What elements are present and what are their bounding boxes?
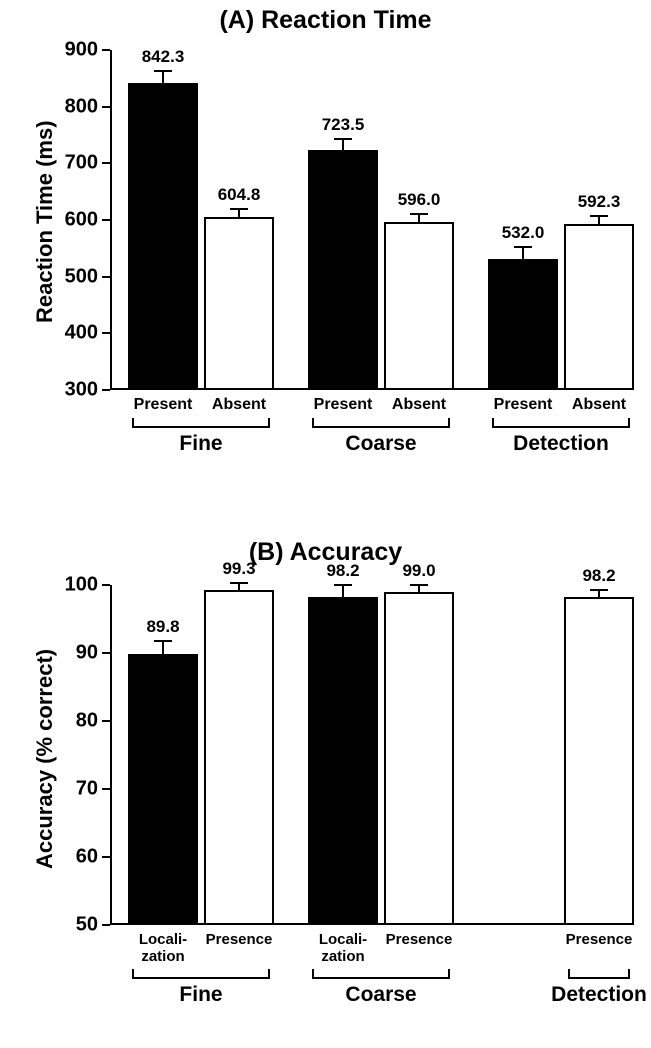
panelA-y-tick-label: 600 bbox=[65, 209, 110, 232]
panel-b-y-axis bbox=[110, 585, 112, 925]
panelB-group-bracket bbox=[568, 969, 630, 979]
panelB-sub-label-line2: zation bbox=[139, 948, 187, 965]
panelB-bar-value-label: 89.8 bbox=[146, 617, 179, 637]
panelB-bar bbox=[564, 597, 634, 925]
panelB-error-stem bbox=[342, 585, 344, 597]
panel-a: (A) Reaction Time 3004005006007008009008… bbox=[0, 0, 651, 510]
panelA-error-stem bbox=[598, 216, 600, 225]
panelA-error-stem bbox=[522, 247, 524, 258]
panelA-y-tick-label: 800 bbox=[65, 95, 110, 118]
panelA-bar-value-label: 532.0 bbox=[502, 223, 545, 243]
panelA-error-cap bbox=[154, 70, 172, 72]
panelA-bar bbox=[488, 259, 558, 390]
panel-a-plot-area: 300400500600700800900842.3Present604.8Ab… bbox=[110, 50, 615, 390]
panelA-y-tick-label: 500 bbox=[65, 265, 110, 288]
panelB-y-tick-label: 80 bbox=[76, 710, 110, 733]
panelA-bar-value-label: 723.5 bbox=[322, 115, 365, 135]
panelB-bar-value-label: 98.2 bbox=[582, 566, 615, 586]
panelA-bar-value-label: 842.3 bbox=[142, 47, 185, 67]
panelA-bar bbox=[308, 150, 378, 390]
panelA-sub-label: Absent bbox=[212, 396, 266, 414]
panelA-bar bbox=[564, 224, 634, 390]
panelB-sub-label-line2: zation bbox=[319, 948, 367, 965]
panelA-error-cap bbox=[590, 215, 608, 217]
panelB-error-stem bbox=[238, 583, 240, 590]
panelB-sub-label: Presence bbox=[386, 931, 453, 948]
panelA-error-cap bbox=[514, 246, 532, 248]
panelB-sub-label: Locali-zation bbox=[139, 931, 187, 965]
panelB-bar bbox=[204, 590, 274, 925]
panelA-group-label: Coarse bbox=[345, 432, 416, 456]
panelA-group-label: Fine bbox=[179, 432, 222, 456]
panelB-error-cap bbox=[334, 584, 352, 586]
panelB-error-cap bbox=[410, 584, 428, 586]
panelA-y-tick-label: 400 bbox=[65, 322, 110, 345]
panelB-bar-value-label: 98.2 bbox=[326, 561, 359, 581]
panelB-y-tick-label: 50 bbox=[76, 914, 110, 937]
panelB-group-label: Detection bbox=[551, 983, 647, 1007]
panelB-sub-label: Locali-zation bbox=[319, 931, 367, 965]
panelA-group-bracket bbox=[312, 418, 450, 428]
panelA-y-tick-label: 900 bbox=[65, 39, 110, 62]
figure: (A) Reaction Time 3004005006007008009008… bbox=[0, 0, 651, 1048]
panelB-error-stem bbox=[598, 590, 600, 597]
panelB-bar-value-label: 99.3 bbox=[222, 559, 255, 579]
panelA-y-tick-label: 700 bbox=[65, 152, 110, 175]
panelB-sub-label-line1: Locali- bbox=[139, 931, 187, 948]
panelB-sub-label: Presence bbox=[566, 931, 633, 948]
panelB-y-tick-label: 100 bbox=[65, 574, 110, 597]
panelB-y-tick-label: 60 bbox=[76, 846, 110, 869]
panelB-y-tick-label: 70 bbox=[76, 778, 110, 801]
panelA-error-stem bbox=[162, 71, 164, 82]
panelB-sub-label-line1: Presence bbox=[566, 931, 633, 948]
panelA-error-stem bbox=[238, 209, 240, 218]
panelB-bar bbox=[308, 597, 378, 925]
panelA-sub-label: Present bbox=[134, 396, 193, 414]
panelA-group-bracket bbox=[492, 418, 630, 428]
panelA-error-cap bbox=[410, 213, 428, 215]
panelA-error-cap bbox=[334, 138, 352, 140]
panelA-y-tick-label: 300 bbox=[65, 379, 110, 402]
panelB-error-cap bbox=[154, 640, 172, 642]
panelA-error-cap bbox=[230, 208, 248, 210]
panel-b: (B) Accuracy 506070809010089.8Locali-zat… bbox=[0, 535, 651, 1048]
panel-b-plot-area: 506070809010089.8Locali-zation99.3Presen… bbox=[110, 585, 615, 925]
panelB-sub-label: Presence bbox=[206, 931, 273, 948]
panelA-bar-value-label: 596.0 bbox=[398, 190, 441, 210]
panelB-group-label: Fine bbox=[179, 983, 222, 1007]
panelA-group-bracket bbox=[132, 418, 270, 428]
panelA-bar-value-label: 604.8 bbox=[218, 185, 261, 205]
panel-a-y-axis-label: Reaction Time (ms) bbox=[32, 120, 58, 323]
panelA-bar bbox=[204, 217, 274, 390]
panelB-error-cap bbox=[590, 589, 608, 591]
panelA-group-label: Detection bbox=[513, 432, 609, 456]
panelB-group-bracket bbox=[312, 969, 450, 979]
panelB-bar bbox=[384, 592, 454, 925]
panelA-sub-label: Absent bbox=[392, 396, 446, 414]
panel-a-y-axis bbox=[110, 50, 112, 390]
panelB-sub-label-line1: Presence bbox=[386, 931, 453, 948]
panelB-group-label: Coarse bbox=[345, 983, 416, 1007]
panelA-sub-label: Absent bbox=[572, 396, 626, 414]
panelB-bar-value-label: 99.0 bbox=[402, 561, 435, 581]
panel-a-title: (A) Reaction Time bbox=[0, 6, 651, 35]
panelA-bar bbox=[384, 222, 454, 390]
panelA-bar bbox=[128, 83, 198, 390]
panelA-bar-value-label: 592.3 bbox=[578, 192, 621, 212]
panelA-sub-label: Present bbox=[494, 396, 553, 414]
panelA-error-stem bbox=[418, 214, 420, 223]
panelB-error-stem bbox=[162, 641, 164, 655]
panelA-sub-label: Present bbox=[314, 396, 373, 414]
panelB-bar bbox=[128, 654, 198, 925]
panelB-error-cap bbox=[230, 582, 248, 584]
panelB-sub-label-line1: Locali- bbox=[319, 931, 367, 948]
panelB-group-bracket bbox=[132, 969, 270, 979]
panel-b-y-axis-label: Accuracy (% correct) bbox=[32, 649, 58, 869]
panelB-error-stem bbox=[418, 585, 420, 592]
panelB-sub-label-line1: Presence bbox=[206, 931, 273, 948]
panelA-error-stem bbox=[342, 139, 344, 150]
panelB-y-tick-label: 90 bbox=[76, 642, 110, 665]
